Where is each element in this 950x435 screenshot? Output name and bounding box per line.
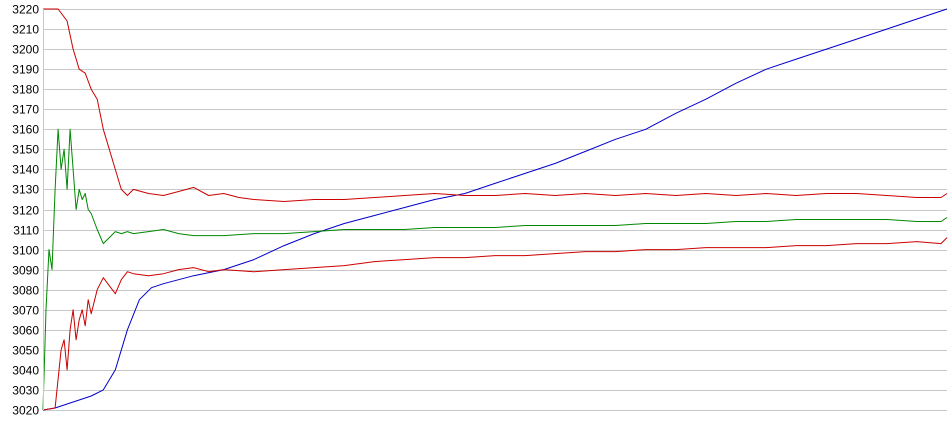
y-tick-label: 3210	[12, 23, 39, 37]
y-tick-label: 3050	[12, 344, 39, 358]
y-tick-label: 3160	[12, 123, 39, 137]
series-line-1	[42, 8, 948, 411]
y-tick-label: 3150	[12, 143, 39, 157]
y-tick-label: 3180	[12, 83, 39, 97]
series-line-2	[43, 8, 948, 202]
y-tick-label: 3140	[12, 163, 39, 177]
y-tick-label: 3020	[12, 404, 39, 418]
y-tick-label: 3200	[12, 43, 39, 57]
grid-layer	[43, 9, 947, 411]
y-tick-label: 3110	[13, 224, 39, 238]
y-tick-label: 3120	[12, 204, 39, 218]
series-layer	[42, 8, 948, 411]
y-tick-label: 3030	[12, 384, 39, 398]
y-tick-label: 3060	[12, 324, 39, 338]
series-line-3	[42, 128, 948, 411]
y-tick-label: 3080	[12, 284, 39, 298]
y-tick-label: 3100	[12, 244, 39, 258]
series-line-4	[42, 237, 948, 411]
y-tick-label: 3130	[12, 183, 39, 197]
y-axis-ticks: 3020 3030 3040 3050 3060 3070 3080 3090 3100 3110…	[12, 3, 39, 418]
y-tick-label: 3070	[12, 304, 39, 318]
y-tick-label: 3190	[12, 63, 39, 77]
y-tick-label: 3040	[12, 364, 39, 378]
y-tick-label: 3090	[12, 264, 39, 278]
y-tick-label: 3220	[12, 3, 39, 17]
y-tick-label: 3170	[12, 103, 39, 117]
